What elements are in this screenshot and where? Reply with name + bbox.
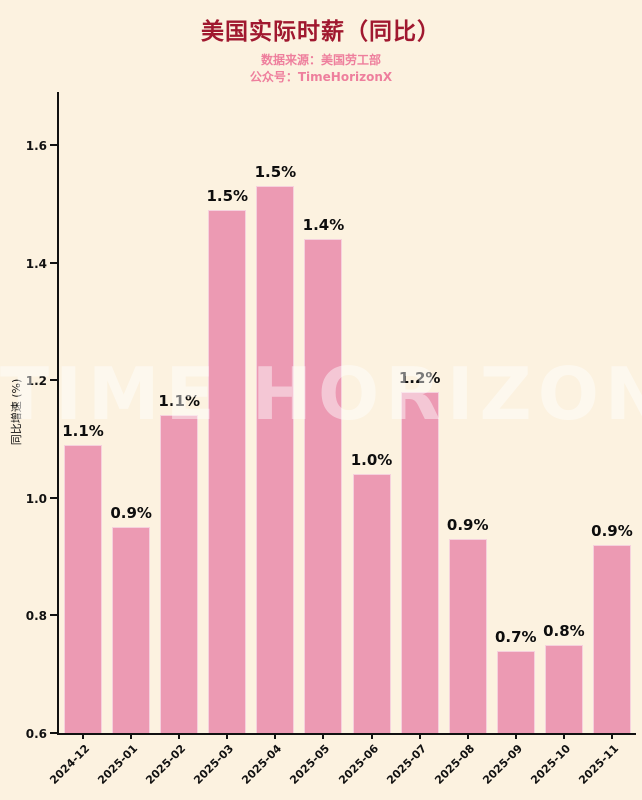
data-source-line: 数据来源：美国劳工部 bbox=[260, 53, 381, 67]
bar-2025-06 bbox=[352, 474, 391, 733]
x-tick-mark bbox=[226, 733, 229, 739]
bar-2025-04 bbox=[256, 186, 295, 733]
bar-value-label: 0.9% bbox=[110, 504, 152, 523]
bar-value-label: 0.8% bbox=[543, 621, 585, 640]
x-tick-mark bbox=[514, 733, 517, 739]
bar-value-label: 1.2% bbox=[398, 368, 441, 387]
bar-value-label: 0.7% bbox=[494, 627, 537, 646]
bar-value-label: 1.5% bbox=[206, 186, 249, 205]
bar-2025-10 bbox=[544, 644, 583, 733]
y-tick-label: 0.8 bbox=[25, 609, 47, 624]
x-tick-mark bbox=[178, 733, 181, 739]
y-tick-mark bbox=[50, 261, 57, 264]
y-tick-mark bbox=[50, 496, 57, 499]
bar-2025-11 bbox=[592, 544, 631, 733]
y-tick-mark bbox=[50, 143, 57, 146]
bar-value-label: 1.1% bbox=[62, 421, 104, 440]
bar-value-label: 1.5% bbox=[254, 163, 297, 182]
bar-value-label: 1.4% bbox=[302, 216, 345, 235]
y-tick-mark bbox=[50, 614, 57, 617]
bar-2025-09 bbox=[496, 650, 535, 733]
x-tick-mark bbox=[418, 733, 421, 739]
y-tick-label: 1.6 bbox=[25, 138, 47, 153]
y-tick-mark bbox=[50, 732, 57, 734]
bar-2025-08 bbox=[448, 538, 487, 733]
y-tick-label: 1.0 bbox=[25, 491, 47, 506]
bar-2025-07 bbox=[400, 391, 439, 733]
x-tick-mark bbox=[562, 733, 565, 739]
x-tick-mark bbox=[130, 733, 133, 739]
bar-value-label: 1.1% bbox=[158, 392, 200, 411]
x-axis-labels: 2024-12 2025-01 2025-02 2025-03 2025-04 2025-… bbox=[47, 733, 636, 800]
x-tick-label: 2024-12 bbox=[47, 742, 93, 787]
y-tick-label: 1.4 bbox=[25, 256, 47, 271]
bar-value-label: 1.0% bbox=[350, 451, 393, 470]
bar-2024-12 bbox=[64, 444, 103, 733]
bar-2025-02 bbox=[160, 415, 199, 733]
x-tick-mark bbox=[274, 733, 277, 739]
bar-value-label: 0.9% bbox=[591, 521, 633, 540]
x-tick-mark bbox=[370, 733, 373, 739]
x-tick-mark bbox=[322, 733, 325, 739]
x-tick-mark bbox=[610, 733, 613, 739]
y-axis-label: 同比增速 (%) bbox=[10, 378, 23, 446]
chart-title: 美国实际时薪（同比） bbox=[201, 19, 441, 45]
chart-header: 美国实际时薪（同比） 数据来源：美国劳工部 公众号：TimeHorizonX bbox=[0, 12, 642, 86]
y-tick-label: 0.6 bbox=[25, 727, 47, 741]
plot-area: 0.6 0.8 1.0 1.2 1.4 1.6 1.1% 0.9% 1.1% 1.5% 1.5% 1… bbox=[26, 92, 636, 787]
bar-2025-01 bbox=[112, 527, 151, 733]
bar-value-label: 0.9% bbox=[446, 515, 489, 534]
y-tick-label: 1.2 bbox=[25, 374, 47, 389]
x-tick-mark bbox=[466, 733, 469, 739]
channel-line: 公众号：TimeHorizonX bbox=[249, 70, 393, 84]
bar-2025-03 bbox=[208, 209, 247, 733]
x-tick-mark bbox=[82, 733, 85, 739]
bar-2025-05 bbox=[304, 239, 343, 733]
y-tick-mark bbox=[50, 379, 57, 382]
